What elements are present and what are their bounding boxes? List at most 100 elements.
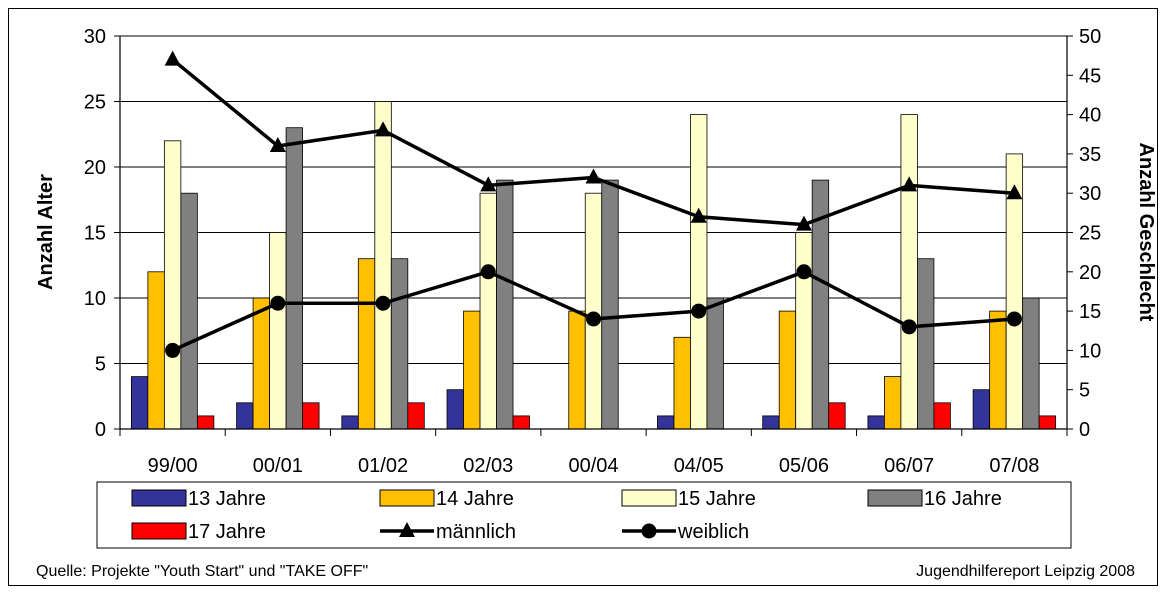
y2-tick-label: 5: [1079, 380, 1090, 402]
bar: [795, 232, 813, 430]
bar: [390, 258, 409, 430]
y-axis-label: Anzahl Alter: [35, 174, 57, 290]
circle-marker: [641, 523, 657, 539]
bars: [130, 101, 1057, 430]
triangle-marker: [585, 168, 602, 184]
bar: [900, 114, 918, 430]
y2-tick-label: 45: [1079, 65, 1101, 87]
legend-label: weiblich: [677, 521, 749, 543]
bar: [374, 101, 392, 430]
legend-swatch: [131, 522, 187, 540]
bar: [446, 389, 464, 430]
circle-marker: [1006, 311, 1022, 327]
bar: [568, 310, 586, 430]
legend-swatch: [867, 489, 923, 507]
bar: [706, 297, 724, 430]
bar: [867, 415, 885, 430]
bar: [512, 415, 530, 430]
y-tick-label: 5: [95, 354, 106, 376]
triangle-marker: [795, 215, 812, 231]
circle-marker: [480, 264, 496, 280]
bar: [828, 402, 846, 430]
bar: [778, 310, 797, 430]
y-tick-label: 0: [95, 419, 106, 441]
legend-label: 16 Jahre: [924, 488, 1002, 510]
bar: [496, 179, 514, 430]
bar: [884, 376, 902, 430]
circle-marker: [270, 295, 286, 311]
y2-tick-label: 35: [1079, 144, 1101, 166]
triangle-marker: [1006, 184, 1023, 200]
x-tick-label: 99/00: [148, 455, 198, 477]
bar: [163, 140, 182, 430]
y2-axis-label: Anzahl Geschlecht: [1135, 143, 1157, 322]
bar: [690, 114, 708, 430]
lines: [164, 50, 1023, 358]
legend-label: 17 Jahre: [188, 521, 266, 543]
triangle-marker: [690, 207, 707, 223]
legend-label: 14 Jahre: [436, 488, 514, 510]
bar: [601, 179, 619, 430]
legend-swatch: [379, 489, 435, 507]
triangle-marker: [901, 176, 918, 192]
bar: [341, 415, 359, 430]
y-tick-label: 30: [84, 26, 106, 48]
bar: [357, 258, 376, 430]
bar: [252, 297, 270, 430]
x-tick-label: 01/02: [358, 455, 408, 477]
circle-marker: [796, 264, 812, 280]
x-tick-label: 02/03: [463, 455, 513, 477]
bar: [989, 310, 1007, 430]
x-tick-label: 05/06: [779, 455, 829, 477]
bar: [130, 376, 149, 430]
triangle-marker: [399, 522, 415, 537]
bar: [180, 192, 198, 430]
circle-marker: [691, 303, 707, 319]
legend: 13 Jahre 14 Jahre 15 Jahre 16 Jahre 17 Jahre…: [96, 481, 1072, 549]
x-tick-label: 00/01: [253, 455, 303, 477]
bar: [762, 415, 780, 430]
bar: [463, 310, 481, 430]
legend-label: männlich: [436, 521, 516, 543]
bar: [1022, 297, 1040, 430]
bar: [933, 402, 951, 430]
circle-marker: [165, 342, 181, 358]
triangle-marker: [269, 137, 286, 153]
bar: [917, 258, 935, 430]
bar: [1038, 415, 1057, 430]
y2-tick-label: 15: [1079, 301, 1101, 323]
y-tick-label: 20: [84, 157, 106, 179]
legend-label: 13 Jahre: [188, 488, 266, 510]
y-tick-label: 25: [84, 92, 106, 114]
legend-swatch: [131, 489, 187, 507]
triangle-marker: [164, 50, 181, 66]
bar: [407, 402, 425, 430]
x-tick-label: 04/05: [674, 455, 724, 477]
y2-tick-label: 30: [1079, 183, 1101, 205]
report-note: Jugendhilfereport Leipzig 2008: [916, 563, 1135, 580]
x-tick-label: 07/08: [989, 455, 1039, 477]
y2-tick-label: 50: [1079, 26, 1101, 48]
y-tick-label: 15: [84, 223, 106, 245]
bar: [657, 415, 675, 430]
y2-tick-label: 10: [1079, 340, 1101, 362]
y-tick-label: 10: [84, 288, 106, 310]
circle-marker: [901, 319, 917, 335]
bar: [479, 192, 497, 430]
triangle-marker: [375, 121, 392, 137]
bar: [285, 127, 303, 430]
y2-tick-label: 40: [1079, 105, 1101, 127]
legend-label: 15 Jahre: [678, 488, 756, 510]
y2-tick-label: 20: [1079, 262, 1101, 284]
source-note: Quelle: Projekte "Youth Start" und "TAKE…: [36, 563, 369, 580]
bar: [673, 336, 691, 430]
y2-tick-label: 25: [1079, 223, 1101, 245]
x-tick-label: 06/07: [884, 455, 934, 477]
bar: [302, 402, 320, 430]
circle-marker: [586, 311, 601, 327]
y2-tick-label: 0: [1079, 419, 1090, 441]
bar: [147, 271, 165, 430]
bar: [236, 402, 254, 430]
ticks: 0 5 10 15 20 25 30 0 5 10 15 20 25 30 35 40 45 50 99/00 00/…: [84, 26, 1102, 477]
